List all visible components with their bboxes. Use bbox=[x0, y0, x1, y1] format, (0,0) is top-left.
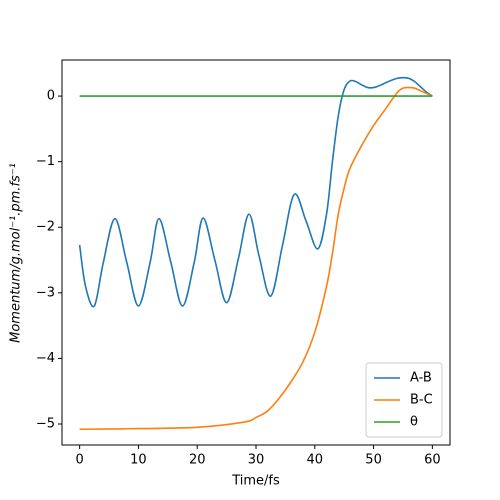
y-tick-label: −5 bbox=[36, 417, 55, 432]
x-tick-label: 40 bbox=[307, 453, 324, 468]
plot-frame bbox=[61, 59, 451, 446]
line bbox=[78, 76, 433, 308]
x-tick-label: 60 bbox=[424, 453, 441, 468]
y-tick-label: −4 bbox=[36, 351, 55, 366]
line bbox=[79, 86, 433, 431]
legend-label: A-B bbox=[410, 371, 432, 386]
y-tick-label: −2 bbox=[36, 220, 55, 235]
legend-label: θ bbox=[410, 415, 418, 430]
y-tick-label: −3 bbox=[36, 285, 55, 300]
y-tick-label: 0 bbox=[47, 89, 55, 104]
x-tick-label: 20 bbox=[189, 453, 206, 468]
x-tick-label: 0 bbox=[75, 453, 83, 468]
x-tick-label: 30 bbox=[248, 453, 265, 468]
x-axis-label: Time/fs bbox=[231, 474, 280, 489]
y-tick-label: −1 bbox=[36, 154, 55, 169]
x-tick-label: 50 bbox=[365, 453, 382, 468]
legend-box bbox=[365, 362, 443, 438]
y-axis-label: Momentum/g.mol⁻¹.pm.fs⁻¹ bbox=[9, 163, 24, 343]
x-tick-label: 10 bbox=[130, 453, 147, 468]
legend-label: B-C bbox=[410, 393, 433, 408]
